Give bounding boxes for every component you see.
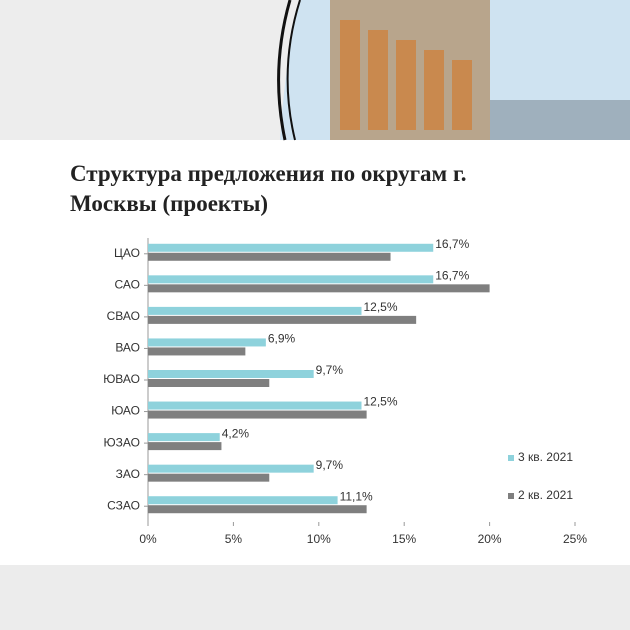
y-tick-label: ЦАО: [114, 246, 140, 260]
x-tick-label: 25%: [563, 532, 587, 546]
bar: [148, 284, 490, 293]
bar: [148, 315, 417, 324]
bar: [148, 433, 220, 442]
value-label: 9,7%: [316, 363, 344, 377]
x-tick-label: 20%: [478, 532, 502, 546]
x-tick-label: 10%: [307, 532, 331, 546]
y-tick-label: ЮАО: [111, 404, 140, 418]
x-tick-label: 15%: [392, 532, 416, 546]
bar: [148, 473, 270, 482]
value-label: 4,2%: [222, 426, 250, 440]
y-tick-label: ЗАО: [116, 467, 140, 481]
y-tick-label: ЮЗАО: [104, 435, 140, 449]
y-tick-label: ЮВАО: [103, 372, 140, 386]
chart-title: Структура предложения по округам г. Москв…: [70, 161, 467, 216]
bar: [148, 275, 434, 284]
x-tick-label: 5%: [225, 532, 243, 546]
value-label: 11,1%: [340, 489, 373, 503]
y-tick-label: САО: [115, 278, 140, 292]
bar: [148, 347, 246, 356]
value-label: 16,7%: [435, 237, 469, 251]
value-label: 16,7%: [435, 269, 469, 283]
x-tick-label: 0%: [139, 532, 157, 546]
value-label: 6,9%: [268, 332, 296, 346]
bar: [148, 306, 362, 315]
y-tick-label: СЗАО: [107, 498, 140, 512]
bar: [148, 496, 338, 505]
legend-label: 2 кв. 2021: [518, 488, 573, 502]
bar: [148, 379, 270, 387]
bar: [148, 464, 314, 473]
legend-label: 3 кв. 2021: [518, 450, 573, 464]
footer-band: [0, 565, 630, 630]
bar: [148, 410, 367, 419]
y-tick-label: СВАО: [107, 309, 140, 323]
y-tick-label: ВАО: [115, 341, 140, 355]
bar: [148, 401, 362, 410]
bar: [148, 252, 391, 261]
bar: [148, 442, 222, 451]
value-label: 12,5%: [364, 395, 398, 409]
value-label: 12,5%: [364, 300, 398, 314]
bar: [148, 338, 266, 347]
legend-swatch: [508, 493, 514, 499]
bar: [148, 505, 367, 514]
legend-swatch: [508, 455, 514, 461]
bar: [148, 370, 314, 378]
header-photo: [277, 0, 630, 141]
bar: [148, 243, 434, 252]
value-label: 9,7%: [316, 458, 344, 472]
